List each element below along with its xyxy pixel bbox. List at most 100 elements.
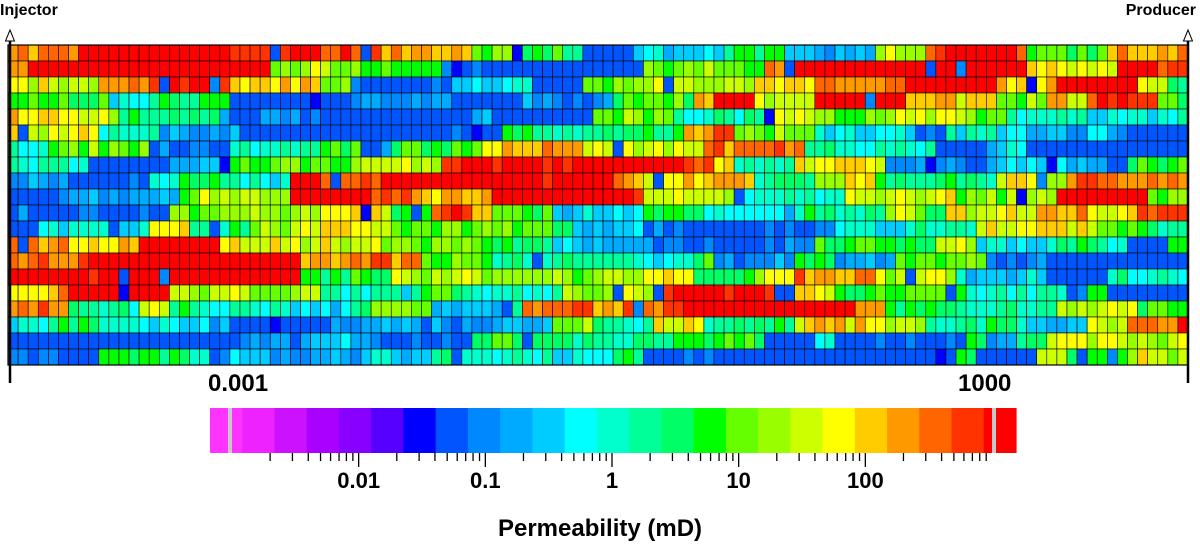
grid-cell	[824, 332, 836, 350]
grid-cell	[612, 108, 624, 126]
grid-cell	[814, 188, 826, 206]
grid-cell	[209, 316, 221, 334]
grid-cell	[37, 60, 49, 78]
grid-cell	[37, 236, 49, 254]
grid-cell	[794, 92, 806, 110]
grid-cell	[300, 204, 311, 222]
grid-cell	[1076, 220, 1088, 238]
grid-cell	[723, 348, 735, 366]
grid-cell	[158, 236, 170, 254]
grid-cell	[229, 268, 241, 286]
grid-cell	[612, 220, 624, 238]
grid-cell	[1107, 108, 1118, 126]
grid-cell	[360, 348, 372, 366]
grid-cell	[1006, 220, 1017, 238]
grid-cell	[320, 348, 332, 366]
grid-cell	[814, 348, 826, 366]
grid-cell	[17, 124, 29, 142]
grid-cell	[895, 172, 906, 190]
grid-cell	[1036, 156, 1048, 174]
grid-cell	[189, 316, 200, 334]
grid-cell	[774, 332, 785, 350]
grid-cell	[1137, 316, 1148, 334]
grid-cell	[280, 44, 291, 62]
grid-cell	[663, 204, 674, 222]
grid-cell	[965, 316, 977, 334]
grid-cell	[128, 140, 140, 158]
grid-cell	[441, 220, 453, 238]
grid-cell	[491, 172, 503, 190]
grid-cell	[814, 76, 826, 94]
colorbar-swatch	[210, 408, 243, 453]
grid-cell	[764, 156, 775, 174]
grid-cell	[269, 204, 281, 222]
grid-cell	[1056, 348, 1068, 366]
grid-cell	[572, 316, 584, 334]
grid-cell	[794, 156, 806, 174]
grid-cell	[461, 204, 473, 222]
grid-cell	[844, 188, 856, 206]
grid-cell	[935, 124, 947, 142]
grid-cell	[723, 204, 735, 222]
grid-cell	[1026, 348, 1038, 366]
grid-cell	[794, 204, 806, 222]
grid-cell	[380, 332, 392, 350]
grid-cell	[592, 204, 604, 222]
grid-cell	[955, 172, 967, 190]
grid-cell	[542, 108, 553, 126]
grid-cell	[88, 60, 100, 78]
grid-cell	[632, 204, 644, 222]
grid-cell	[37, 156, 49, 174]
grid-cell	[148, 204, 160, 222]
grid-cell	[108, 188, 120, 206]
grid-cell	[58, 268, 69, 286]
grid-cell	[1086, 44, 1098, 62]
grid-cell	[1076, 172, 1088, 190]
grid-cell	[582, 188, 594, 206]
grid-cell	[491, 220, 503, 238]
grid-cell	[290, 92, 301, 110]
grid-cell	[522, 300, 533, 318]
grid-cell	[481, 252, 493, 270]
grid-cell	[572, 188, 584, 206]
grid-cell	[653, 332, 664, 350]
grid-cell	[350, 140, 362, 158]
grid-cell	[199, 316, 211, 334]
grid-cell	[1157, 156, 1169, 174]
grid-cell	[1006, 252, 1017, 270]
grid-cell	[602, 140, 614, 158]
grid-cell	[1167, 284, 1179, 302]
grid-cell	[1086, 284, 1098, 302]
grid-cell	[169, 188, 180, 206]
grid-cell	[491, 268, 503, 286]
grid-cell	[68, 76, 79, 94]
grid-cell	[713, 108, 725, 126]
grid-cell	[985, 44, 997, 62]
grid-cell	[189, 348, 200, 366]
grid-cell	[58, 124, 69, 142]
grid-cell	[300, 44, 311, 62]
grid-cell	[774, 92, 785, 110]
grid-cell	[522, 76, 533, 94]
grid-cell	[522, 44, 533, 62]
grid-cell	[794, 252, 806, 270]
grid-cell	[68, 108, 79, 126]
grid-cell	[996, 332, 1007, 350]
grid-cell	[915, 300, 927, 318]
grid-cell	[774, 76, 785, 94]
grid-cell	[68, 92, 79, 110]
grid-cell	[844, 204, 856, 222]
grid-cell	[189, 92, 200, 110]
grid-cell	[955, 92, 967, 110]
grid-cell	[380, 44, 392, 62]
grid-cell	[905, 140, 916, 158]
grid-cell	[764, 108, 775, 126]
grid-cell	[643, 284, 654, 302]
grid-cell	[754, 156, 765, 174]
grid-cell	[592, 348, 604, 366]
grid-cell	[219, 188, 231, 206]
colorbar-swatch	[596, 408, 630, 453]
grid-cell	[582, 44, 594, 62]
grid-cell	[854, 236, 866, 254]
